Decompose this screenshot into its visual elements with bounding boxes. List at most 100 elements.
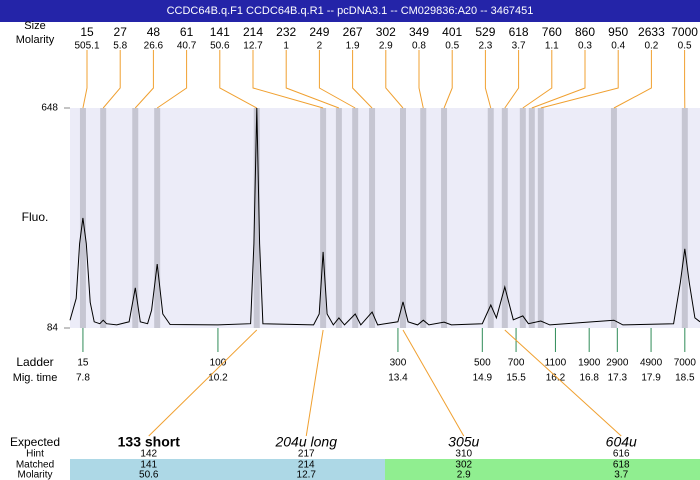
expected: 133 short <box>118 434 181 450</box>
table-cell-bg <box>227 459 385 480</box>
peak-band <box>253 108 260 328</box>
peak-band <box>528 108 535 328</box>
header-bar <box>0 0 700 22</box>
peak-leader <box>613 50 652 109</box>
peak-band <box>610 108 617 328</box>
ladder-size: 2900 <box>606 358 629 369</box>
peak-size: 249 <box>309 25 329 39</box>
peak-molarity: 5.8 <box>113 41 127 52</box>
table-row-label: Hint <box>26 449 44 460</box>
peak-leader <box>504 50 520 109</box>
table-row-label: Expected <box>10 435 60 449</box>
ladder-size: 1900 <box>578 358 601 369</box>
plot-area <box>70 108 700 328</box>
ladder-time: 18.5 <box>675 373 695 384</box>
peak-molarity: 0.5 <box>678 41 692 52</box>
match-leader <box>305 329 324 437</box>
peak-size: 401 <box>442 25 462 39</box>
peak-size: 15 <box>80 25 94 39</box>
peak-size: 7000 <box>671 25 698 39</box>
peak-molarity: 505.1 <box>74 41 99 52</box>
peak-leader <box>443 50 453 109</box>
peak-band <box>352 108 359 328</box>
peak-molarity: 2.3 <box>478 41 492 52</box>
hint: 217 <box>298 449 315 460</box>
matched: 214 <box>298 460 315 471</box>
peak-size: 860 <box>575 25 595 39</box>
ladder-time: 15.5 <box>506 373 526 384</box>
matched: 302 <box>455 460 472 471</box>
table-molarity: 3.7 <box>614 470 628 480</box>
peak-molarity: 50.6 <box>210 41 230 52</box>
table-molarity: 50.6 <box>139 470 159 480</box>
peak-band <box>420 108 427 328</box>
table-cell-bg <box>385 459 543 480</box>
peak-leader <box>318 50 356 109</box>
peak-band <box>369 108 376 328</box>
peak-molarity: 0.4 <box>611 41 625 52</box>
y-axis-label: Fluo. <box>22 210 49 224</box>
ladder-time: 16.2 <box>546 373 566 384</box>
peak-molarity: 1 <box>283 41 289 52</box>
match-leader <box>148 329 258 437</box>
table-molarity: 2.9 <box>457 470 471 480</box>
molarity-label: Molarity <box>16 34 55 46</box>
peak-band <box>100 108 107 328</box>
peak-band <box>154 108 161 328</box>
peak-band <box>519 108 526 328</box>
peak-molarity: 0.3 <box>578 41 592 52</box>
peak-size: 27 <box>114 25 128 39</box>
matched: 141 <box>140 460 157 471</box>
ladder-size: 300 <box>390 358 407 369</box>
ladder-size: 15 <box>77 358 89 369</box>
hint: 616 <box>613 449 630 460</box>
ladder-time: 14.9 <box>473 373 493 384</box>
peak-size: 61 <box>180 25 194 39</box>
peak-size: 267 <box>343 25 363 39</box>
peak-molarity: 0.5 <box>445 41 459 52</box>
table-row-label: Matched <box>16 460 54 471</box>
peak-leader <box>540 50 619 109</box>
peak-leader <box>352 50 373 109</box>
peak-molarity: 1.1 <box>545 41 559 52</box>
peak-size: 618 <box>509 25 529 39</box>
ladder-size: 7000 <box>674 358 697 369</box>
peak-size: 141 <box>210 25 230 39</box>
expected: 305u <box>448 434 479 450</box>
peak-size: 2633 <box>638 25 665 39</box>
peak-molarity: 26.6 <box>144 41 164 52</box>
ladder-time: 17.3 <box>608 373 628 384</box>
peak-band <box>441 108 448 328</box>
table-molarity: 12.7 <box>297 470 317 480</box>
ladder-time: 10.2 <box>208 373 228 384</box>
peak-band <box>681 108 688 328</box>
time-label: Mig. time <box>13 372 58 384</box>
peak-size: 760 <box>542 25 562 39</box>
ladder-time: 7.8 <box>76 373 90 384</box>
peak-size: 302 <box>376 25 396 39</box>
peak-band <box>320 108 327 328</box>
peak-leader <box>252 50 324 109</box>
hint: 310 <box>455 449 472 460</box>
ladder-size: 4900 <box>640 358 663 369</box>
peak-leader <box>484 50 492 109</box>
peak-molarity: 1.9 <box>346 41 360 52</box>
peak-size: 950 <box>608 25 628 39</box>
trace <box>69 107 700 326</box>
peak-leader <box>134 50 154 109</box>
y-tick-label: 84 <box>47 323 59 334</box>
peak-molarity: 3.7 <box>512 41 526 52</box>
hint: 142 <box>140 449 157 460</box>
peak-leader <box>82 50 88 109</box>
peak-leader <box>219 50 257 109</box>
ladder-size: 500 <box>474 358 491 369</box>
peak-size: 214 <box>243 25 263 39</box>
peak-size: 232 <box>276 25 296 39</box>
peak-leader <box>385 50 404 109</box>
peak-band <box>537 108 544 328</box>
ladder-size: 1100 <box>545 358 567 369</box>
peak-leader <box>522 50 553 109</box>
peak-size: 349 <box>409 25 429 39</box>
header-title: CCDC64B.q.F1 CCDC64B.q.R1 -- pcDNA3.1 --… <box>167 5 534 17</box>
